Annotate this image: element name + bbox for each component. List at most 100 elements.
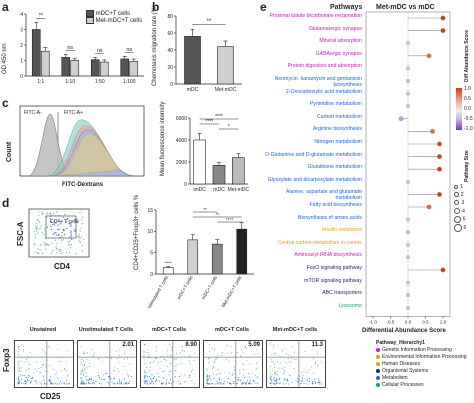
scatter-dot (44, 224, 47, 226)
scatter-dot (21, 344, 23, 346)
scatter-dot (86, 358, 88, 360)
scatter-dot (281, 367, 283, 369)
bar (212, 164, 226, 185)
scatter-dot (149, 370, 151, 372)
flow-plot-percentage: 2.01 (122, 342, 134, 348)
scatter-dot (82, 239, 85, 241)
legend-da-tick: 1.0 (464, 86, 471, 92)
legend-da-bar (456, 88, 462, 130)
scatter-dot (110, 357, 112, 359)
scatter-dot (17, 364, 19, 366)
scatter-dot (149, 378, 151, 380)
scatter-dot (98, 383, 101, 385)
scatter-dot (287, 383, 290, 385)
scatter-dot (29, 364, 31, 366)
sig-label: ns (97, 48, 103, 54)
lollipop-dot (437, 192, 442, 197)
x-tick-label: -1.0 (369, 319, 377, 324)
scatter-dot (148, 353, 150, 355)
scatter-dot (146, 371, 148, 373)
scatter-dot (253, 380, 255, 383)
scatter-dot (17, 378, 19, 380)
scatter-dot (213, 361, 215, 363)
scatter-dot (253, 353, 255, 355)
scatter-dot (171, 346, 173, 348)
scatter-dot (41, 252, 44, 254)
panel-d-flow-ylabel: Foxp3 (2, 348, 11, 372)
scatter-dot (128, 380, 130, 383)
scatter-dot (37, 220, 39, 222)
scatter-dot (158, 380, 160, 382)
gate-right-label: FITC-A+ (64, 110, 84, 116)
flow-plot-svg (204, 341, 262, 387)
scatter-dot (254, 374, 256, 377)
scatter-dot (21, 370, 23, 372)
scatter-dot (66, 370, 68, 372)
y-tick-label: 2 (20, 43, 23, 49)
scatter-dot (35, 380, 37, 382)
scatter-dot (157, 362, 160, 364)
scatter-dot (312, 345, 314, 347)
panel-d-gate-xlabel: CD4 (54, 262, 71, 271)
hierarchy-label: Genetic Information Processing (382, 347, 452, 353)
scatter-dot (169, 362, 171, 364)
scatter-dot (47, 345, 49, 347)
scatter-dot (320, 361, 323, 363)
scatter-dot (79, 230, 81, 232)
scatter-dot (81, 211, 83, 213)
x-tick-label: -0.5 (387, 319, 395, 324)
scatter-dot (298, 375, 300, 377)
scatter-dot (274, 374, 276, 376)
scatter-dot (28, 361, 30, 363)
pathway-label: Fatty acid biosynthesis (309, 202, 362, 208)
y-tick-label: 80 (167, 14, 173, 20)
scatter-dot (68, 240, 70, 242)
scatter-dot (240, 383, 243, 385)
scatter-dot (216, 381, 218, 383)
scatter-dot (18, 349, 20, 351)
scatter-dot (255, 382, 257, 384)
scatter-dot (208, 350, 210, 352)
scatter-dot (59, 356, 61, 359)
scatter-dot (41, 348, 43, 350)
scatter-dot (234, 376, 237, 379)
scatter-dot (35, 226, 38, 229)
scatter-dot (244, 347, 246, 349)
scatter-dot (143, 359, 145, 361)
scatter-dot (45, 234, 47, 236)
scatter-dot (193, 359, 195, 361)
scatter-dot (19, 374, 22, 376)
scatter-dot (67, 375, 69, 377)
lollipop-dot (406, 217, 410, 222)
scatter-dot (143, 375, 145, 377)
scatter-dot (184, 381, 186, 383)
scatter-dot (50, 252, 52, 254)
scatter-dot (159, 368, 161, 370)
scatter-dot (311, 382, 313, 384)
pathway-label: Nitrogen metabolism (314, 139, 362, 145)
panel-e-header-right: Met-mDC vs mDC (376, 4, 435, 11)
scatter-dot (274, 371, 276, 373)
scatter-dot (227, 382, 229, 384)
scatter-dot (209, 344, 211, 346)
scatter-dot (168, 383, 171, 385)
scatter-dot (24, 380, 26, 382)
sig-label: ns (126, 47, 132, 53)
bar (162, 267, 174, 275)
scatter-dot (174, 376, 176, 378)
scatter-dot (118, 383, 120, 385)
scatter-dot (44, 370, 46, 372)
scatter-dot (74, 218, 77, 221)
scatter-dot (234, 373, 236, 375)
scatter-dot (190, 371, 193, 373)
scatter-dot (311, 366, 313, 368)
hierarchy-label: Organismal Systems (382, 368, 429, 374)
scatter-dot (291, 381, 293, 383)
y-tick-label: 5 (150, 250, 153, 256)
scatter-dot (170, 355, 172, 357)
scatter-dot (170, 349, 172, 351)
scatter-dot (274, 376, 276, 379)
scatter-dot (223, 383, 225, 385)
scatter-dot (45, 242, 47, 244)
scatter-dot (29, 351, 31, 353)
